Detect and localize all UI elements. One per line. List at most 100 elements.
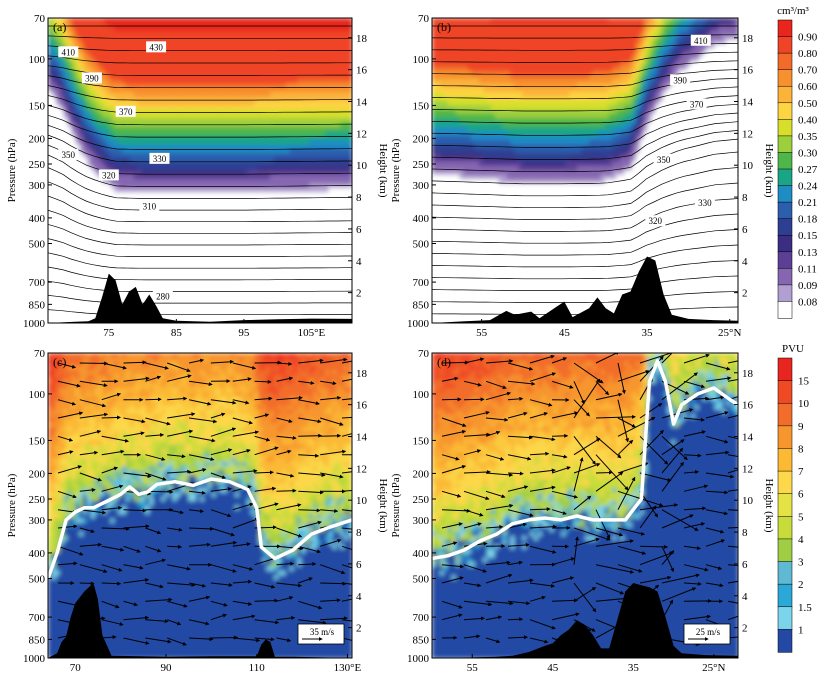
field-cell xyxy=(309,214,314,220)
field-cell xyxy=(227,270,232,276)
field-cell xyxy=(168,262,174,267)
field-cell xyxy=(242,74,248,80)
field-cell xyxy=(305,174,310,180)
field-cell xyxy=(110,222,115,228)
field-cell xyxy=(203,87,209,93)
field-cell xyxy=(320,240,326,246)
field-cell xyxy=(48,39,53,45)
field-cell xyxy=(145,87,150,93)
field-cell xyxy=(129,96,135,102)
field-cell xyxy=(289,39,295,45)
field-cell xyxy=(102,48,108,54)
field-cell xyxy=(301,100,306,106)
field-cell xyxy=(79,113,84,119)
field-cell xyxy=(114,100,119,106)
field-cell xyxy=(145,65,150,71)
field-cell xyxy=(270,218,275,224)
field-cell xyxy=(184,288,189,294)
field-cell xyxy=(102,74,108,80)
field-cell xyxy=(114,227,119,233)
field-cell xyxy=(258,174,263,180)
field-cell xyxy=(63,92,69,98)
field-cell xyxy=(59,248,65,254)
field-cell xyxy=(137,170,143,176)
field-cell xyxy=(172,161,178,167)
field-cell xyxy=(71,262,76,267)
field-cell xyxy=(176,279,182,285)
field-cell xyxy=(86,187,92,193)
field-cell xyxy=(75,113,80,119)
field-cell xyxy=(305,170,310,176)
field-cell xyxy=(200,113,205,119)
field-cell xyxy=(196,35,201,41)
field-cell xyxy=(223,79,228,84)
field-cell xyxy=(305,22,310,28)
field-cell xyxy=(51,288,57,294)
field-cell xyxy=(176,61,182,67)
field-cell xyxy=(215,96,221,102)
field-cell xyxy=(250,166,256,172)
field-cell xyxy=(153,144,158,150)
field-cell xyxy=(83,266,88,272)
field-cell xyxy=(281,205,287,211)
field-cell xyxy=(63,87,69,93)
field-cell xyxy=(122,83,127,89)
field-cell xyxy=(316,283,322,289)
field-cell xyxy=(137,183,143,189)
field-cell xyxy=(277,144,283,150)
field-cell xyxy=(231,292,236,298)
field-cell xyxy=(75,227,80,233)
field-cell xyxy=(153,26,158,32)
field-cell xyxy=(235,248,240,254)
field-cell xyxy=(59,79,65,84)
field-cell xyxy=(250,196,256,202)
field-cell xyxy=(313,135,318,141)
field-cell xyxy=(55,209,61,215)
field-cell xyxy=(83,218,88,224)
field-cell xyxy=(141,161,147,167)
field-cell xyxy=(180,209,186,215)
field-cell xyxy=(285,179,291,185)
field-cell xyxy=(270,31,275,37)
field-cell xyxy=(238,79,244,84)
field-cell xyxy=(180,314,186,320)
field-cell xyxy=(145,74,150,80)
field-cell xyxy=(246,74,252,80)
field-cell xyxy=(184,248,189,254)
field-cell xyxy=(242,296,248,302)
field-cell xyxy=(258,157,263,163)
field-cell xyxy=(266,214,271,220)
field-cell xyxy=(235,61,240,67)
field-cell xyxy=(192,309,197,315)
field-cell xyxy=(235,275,240,281)
field-cell xyxy=(254,192,260,198)
field-cell xyxy=(98,144,104,150)
field-cell xyxy=(227,231,232,237)
field-cell xyxy=(270,288,275,294)
field-cell xyxy=(235,235,240,241)
field-cell xyxy=(281,96,287,102)
field-cell xyxy=(305,26,310,32)
field-cell xyxy=(180,305,186,311)
field-cell xyxy=(145,166,150,172)
field-cell xyxy=(266,262,271,267)
field-cell xyxy=(71,35,76,41)
field-cell xyxy=(83,87,88,93)
field-cell xyxy=(238,92,244,98)
field-cell xyxy=(320,118,326,124)
field-cell xyxy=(129,244,135,250)
field-cell xyxy=(200,305,205,311)
field-cell xyxy=(122,79,127,84)
field-cell xyxy=(110,157,115,163)
field-cell xyxy=(75,218,80,224)
field-cell xyxy=(184,126,189,132)
field-cell xyxy=(207,161,213,167)
field-cell xyxy=(297,248,302,254)
field-cell xyxy=(55,174,61,180)
field-cell xyxy=(270,44,275,50)
field-cell xyxy=(67,279,72,285)
field-cell xyxy=(94,183,100,189)
field-cell xyxy=(270,222,275,228)
field-cell xyxy=(129,235,135,241)
field-cell xyxy=(102,126,108,132)
